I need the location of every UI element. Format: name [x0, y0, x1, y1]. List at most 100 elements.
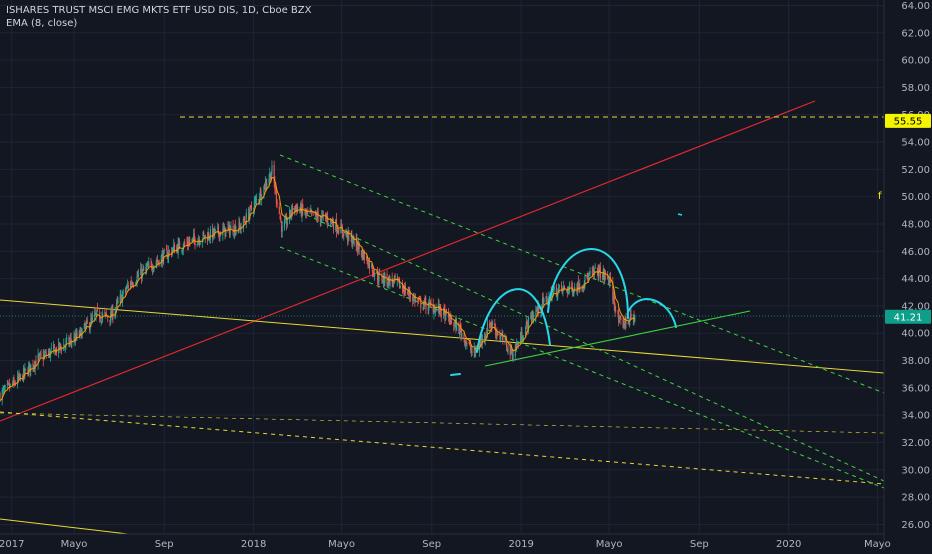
candle-body	[630, 313, 632, 319]
candle-body	[474, 347, 476, 354]
candle-body	[140, 269, 143, 279]
candle-body	[213, 229, 215, 235]
candle-body	[353, 236, 355, 247]
candlestick-series	[0, 160, 636, 406]
candle-body	[442, 307, 445, 315]
candle-body	[266, 183, 268, 188]
candle-body	[602, 275, 604, 280]
candle-body	[481, 335, 483, 344]
candle-body	[491, 324, 493, 327]
candle-body	[355, 238, 357, 246]
candle-body	[456, 322, 458, 331]
candle-body	[322, 214, 324, 216]
candle-body	[191, 238, 193, 242]
candle-body	[66, 337, 68, 340]
candle-body	[594, 266, 596, 269]
chart-title: ISHARES TRUST MSCI EMG MKTS ETF USD DIS,…	[6, 5, 312, 16]
candle-body	[117, 301, 119, 303]
candle-body	[327, 223, 329, 225]
candle-body	[612, 281, 614, 301]
candle-body	[64, 345, 66, 346]
candle-body	[481, 337, 483, 342]
indicator-legend[interactable]: EMA (8, close)	[6, 18, 78, 29]
candle-body	[582, 285, 585, 287]
yellow-trendline-bottom	[0, 518, 129, 535]
green-channel-mid	[284, 204, 885, 482]
candle-body	[137, 274, 139, 277]
candle-body	[507, 344, 509, 353]
candle-body	[604, 271, 607, 275]
candle-body	[335, 219, 337, 230]
candle-body	[157, 260, 159, 262]
candle-body	[110, 310, 113, 317]
candle-body	[161, 254, 163, 257]
candle-body	[75, 333, 77, 338]
ema-line	[0, 176, 636, 402]
candle-body	[571, 283, 573, 288]
candle-body	[514, 346, 516, 357]
candle-body	[300, 204, 302, 211]
candle-body	[253, 202, 255, 210]
candle-body	[363, 251, 365, 260]
candle-body	[301, 205, 303, 217]
candle-body	[536, 309, 538, 311]
candle-body	[486, 322, 489, 335]
candle-body	[209, 238, 211, 241]
candle-body	[18, 374, 20, 379]
candle-body	[471, 351, 473, 353]
candle-body	[336, 230, 338, 232]
candle-body	[9, 384, 11, 389]
candle-body	[548, 292, 550, 296]
candle-body	[100, 321, 102, 323]
candle-body	[234, 225, 236, 234]
candle-body	[327, 216, 329, 223]
x-tick-label: 2017	[0, 539, 24, 550]
candle-body	[23, 368, 25, 375]
candle-body	[280, 221, 283, 232]
candle-body	[219, 232, 221, 239]
candle-body	[76, 332, 78, 339]
candle-body	[521, 332, 523, 341]
candle-body	[632, 314, 634, 320]
x-tick-label: 2018	[241, 539, 266, 550]
candle-body	[140, 268, 142, 276]
candle-body	[188, 241, 190, 246]
candle-body	[283, 221, 286, 228]
candle-body	[613, 296, 615, 306]
candle-body	[330, 219, 332, 222]
candle-body	[13, 377, 15, 382]
candle-body	[264, 183, 266, 189]
candle-body	[617, 310, 619, 315]
candle-body	[150, 261, 152, 263]
candle-body	[384, 273, 386, 284]
candle-body	[110, 312, 112, 323]
candle-body	[83, 323, 85, 329]
candle-body	[204, 235, 206, 238]
candle-body	[296, 207, 298, 213]
y-tick-label: 44.00	[901, 274, 930, 285]
candle-body	[347, 230, 349, 242]
candle-body	[543, 298, 545, 303]
candle-body	[394, 274, 396, 280]
candle-body	[633, 314, 635, 322]
candle-body	[214, 229, 216, 234]
candle-body	[136, 275, 138, 283]
candle-body	[563, 286, 565, 289]
candle-body	[331, 220, 333, 223]
candle-body	[53, 344, 55, 348]
candle-body	[7, 382, 9, 384]
candle-body	[131, 282, 133, 285]
candle-body	[387, 283, 389, 286]
green-support-line	[484, 310, 751, 367]
candle-body	[357, 248, 359, 251]
candle-body	[102, 313, 104, 317]
candle-body	[55, 347, 58, 354]
y-tick-label: 50.00	[901, 192, 930, 203]
candle-body	[424, 298, 426, 301]
candle-body	[279, 215, 281, 219]
candle-body	[156, 262, 158, 263]
candle-body	[148, 262, 150, 266]
candle-body	[485, 333, 487, 336]
